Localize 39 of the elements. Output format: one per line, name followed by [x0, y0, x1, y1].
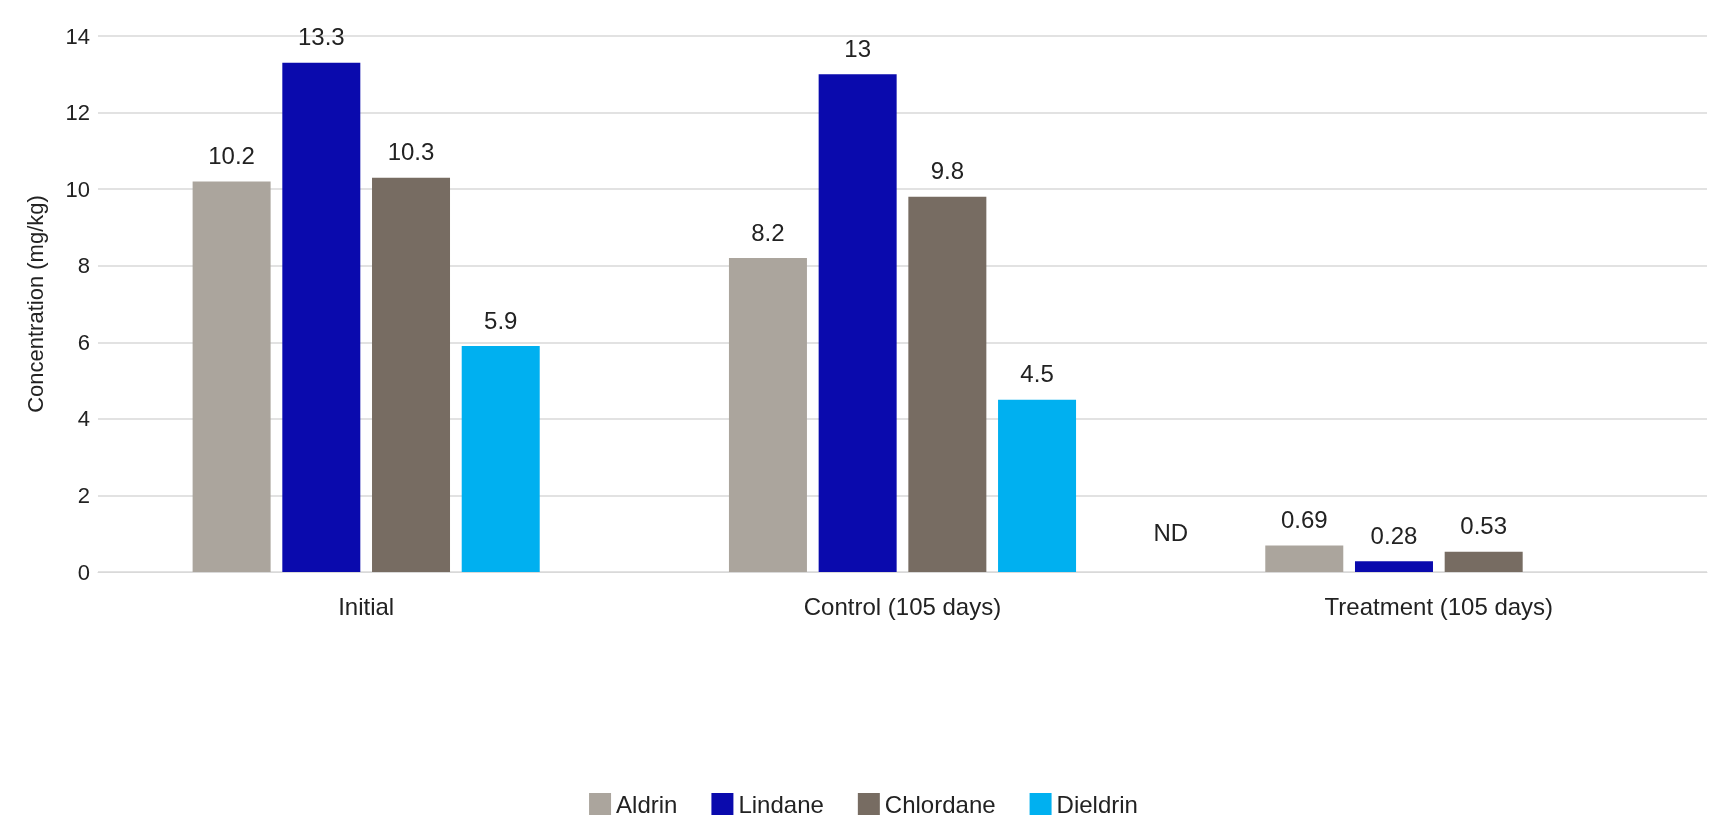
- data-label: 4.5: [1020, 360, 1054, 388]
- data-label: 9.8: [930, 157, 965, 185]
- bar: [1354, 561, 1433, 572]
- legend-label: Aldrin: [616, 790, 678, 818]
- bar: [1265, 545, 1344, 572]
- y-tick-label: 2: [77, 482, 90, 508]
- bar: [192, 181, 271, 572]
- y-tick-label: 4: [77, 406, 90, 432]
- bar: [818, 74, 897, 572]
- y-axis-title: Concentration (mg/kg): [22, 195, 48, 413]
- data-label: 0.69: [1280, 506, 1328, 534]
- legend-label: Chlordane: [884, 790, 996, 818]
- y-tick-label: 0: [77, 559, 90, 585]
- data-label: 8.2: [751, 218, 785, 246]
- data-label: 5.9: [484, 306, 518, 334]
- y-tick-label: 6: [77, 329, 90, 355]
- legend-label: Dieldrin: [1056, 790, 1138, 818]
- annotation: ND: [1153, 518, 1189, 546]
- data-label: 0.28: [1370, 521, 1418, 549]
- data-label: 10.3: [387, 138, 435, 166]
- bar: [372, 177, 451, 572]
- y-tick-label: 8: [77, 253, 90, 279]
- x-tick-label: Treatment (105 days): [1324, 592, 1554, 620]
- y-tick-label: 10: [65, 176, 90, 202]
- bar: [1444, 551, 1523, 572]
- data-label: 10.2: [208, 141, 255, 169]
- data-label: 0.53: [1460, 512, 1508, 540]
- bar: [998, 399, 1077, 572]
- bar: [728, 258, 807, 572]
- bar: [461, 346, 540, 572]
- bar: [908, 196, 987, 572]
- bar: [282, 62, 361, 572]
- x-tick-label: Control (105 days): [803, 592, 1002, 620]
- data-label: 13: [844, 34, 871, 62]
- data-label: 13.3: [297, 23, 345, 51]
- x-tick-label: Initial: [338, 592, 395, 620]
- y-tick-label: 12: [65, 100, 90, 126]
- y-tick-label: 14: [65, 23, 90, 49]
- legend-label: Lindane: [738, 790, 824, 818]
